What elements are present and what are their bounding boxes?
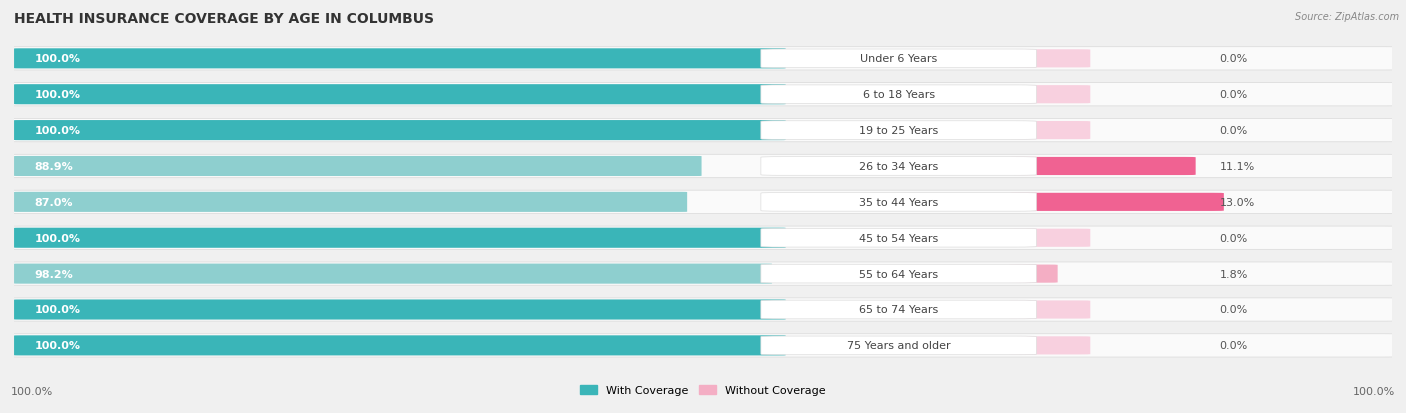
Text: 45 to 54 Years: 45 to 54 Years xyxy=(859,233,938,243)
FancyBboxPatch shape xyxy=(14,300,786,320)
Text: 88.9%: 88.9% xyxy=(35,161,73,171)
FancyBboxPatch shape xyxy=(7,119,1399,142)
FancyBboxPatch shape xyxy=(1010,337,1090,355)
FancyBboxPatch shape xyxy=(1010,229,1090,247)
Text: Source: ZipAtlas.com: Source: ZipAtlas.com xyxy=(1295,12,1399,22)
FancyBboxPatch shape xyxy=(761,336,1036,355)
Text: 0.0%: 0.0% xyxy=(1219,341,1249,351)
FancyBboxPatch shape xyxy=(14,157,702,177)
Text: 100.0%: 100.0% xyxy=(35,305,80,315)
FancyBboxPatch shape xyxy=(7,226,1399,250)
Text: 6 to 18 Years: 6 to 18 Years xyxy=(863,90,935,100)
FancyBboxPatch shape xyxy=(7,47,1399,71)
Text: 100.0%: 100.0% xyxy=(35,126,80,136)
FancyBboxPatch shape xyxy=(14,192,688,212)
Text: 100.0%: 100.0% xyxy=(35,233,80,243)
FancyBboxPatch shape xyxy=(761,265,1036,283)
Text: 13.0%: 13.0% xyxy=(1219,197,1256,207)
FancyBboxPatch shape xyxy=(1010,122,1090,140)
FancyBboxPatch shape xyxy=(1010,50,1090,68)
Text: 100.0%: 100.0% xyxy=(1353,387,1395,396)
FancyBboxPatch shape xyxy=(7,334,1399,357)
Text: 100.0%: 100.0% xyxy=(11,387,53,396)
Text: 98.2%: 98.2% xyxy=(35,269,73,279)
FancyBboxPatch shape xyxy=(1010,301,1090,319)
Text: 100.0%: 100.0% xyxy=(35,54,80,64)
Text: 26 to 34 Years: 26 to 34 Years xyxy=(859,161,938,171)
Text: 87.0%: 87.0% xyxy=(35,197,73,207)
FancyBboxPatch shape xyxy=(761,229,1036,247)
FancyBboxPatch shape xyxy=(7,262,1399,286)
FancyBboxPatch shape xyxy=(7,83,1399,107)
FancyBboxPatch shape xyxy=(761,193,1036,212)
FancyBboxPatch shape xyxy=(761,85,1036,104)
FancyBboxPatch shape xyxy=(7,298,1399,321)
FancyBboxPatch shape xyxy=(14,49,786,69)
FancyBboxPatch shape xyxy=(761,157,1036,176)
FancyBboxPatch shape xyxy=(14,228,786,248)
Text: Under 6 Years: Under 6 Years xyxy=(860,54,938,64)
Text: 1.8%: 1.8% xyxy=(1219,269,1249,279)
FancyBboxPatch shape xyxy=(761,50,1036,69)
FancyBboxPatch shape xyxy=(1010,265,1057,283)
Text: 100.0%: 100.0% xyxy=(35,341,80,351)
Text: 100.0%: 100.0% xyxy=(35,90,80,100)
Text: 0.0%: 0.0% xyxy=(1219,126,1249,136)
FancyBboxPatch shape xyxy=(761,300,1036,319)
Text: 0.0%: 0.0% xyxy=(1219,90,1249,100)
FancyBboxPatch shape xyxy=(14,85,786,105)
FancyBboxPatch shape xyxy=(1010,193,1223,211)
Text: 11.1%: 11.1% xyxy=(1219,161,1256,171)
FancyBboxPatch shape xyxy=(14,335,786,356)
Text: 75 Years and older: 75 Years and older xyxy=(846,341,950,351)
Text: HEALTH INSURANCE COVERAGE BY AGE IN COLUMBUS: HEALTH INSURANCE COVERAGE BY AGE IN COLU… xyxy=(14,12,434,26)
FancyBboxPatch shape xyxy=(7,155,1399,178)
Text: 0.0%: 0.0% xyxy=(1219,233,1249,243)
FancyBboxPatch shape xyxy=(761,121,1036,140)
Text: 65 to 74 Years: 65 to 74 Years xyxy=(859,305,938,315)
Text: 19 to 25 Years: 19 to 25 Years xyxy=(859,126,938,136)
FancyBboxPatch shape xyxy=(1010,86,1090,104)
FancyBboxPatch shape xyxy=(14,121,786,141)
Legend: With Coverage, Without Coverage: With Coverage, Without Coverage xyxy=(576,380,830,400)
Text: 55 to 64 Years: 55 to 64 Years xyxy=(859,269,938,279)
FancyBboxPatch shape xyxy=(1010,157,1195,176)
Text: 0.0%: 0.0% xyxy=(1219,54,1249,64)
Text: 0.0%: 0.0% xyxy=(1219,305,1249,315)
FancyBboxPatch shape xyxy=(14,264,772,284)
Text: 35 to 44 Years: 35 to 44 Years xyxy=(859,197,938,207)
FancyBboxPatch shape xyxy=(7,191,1399,214)
